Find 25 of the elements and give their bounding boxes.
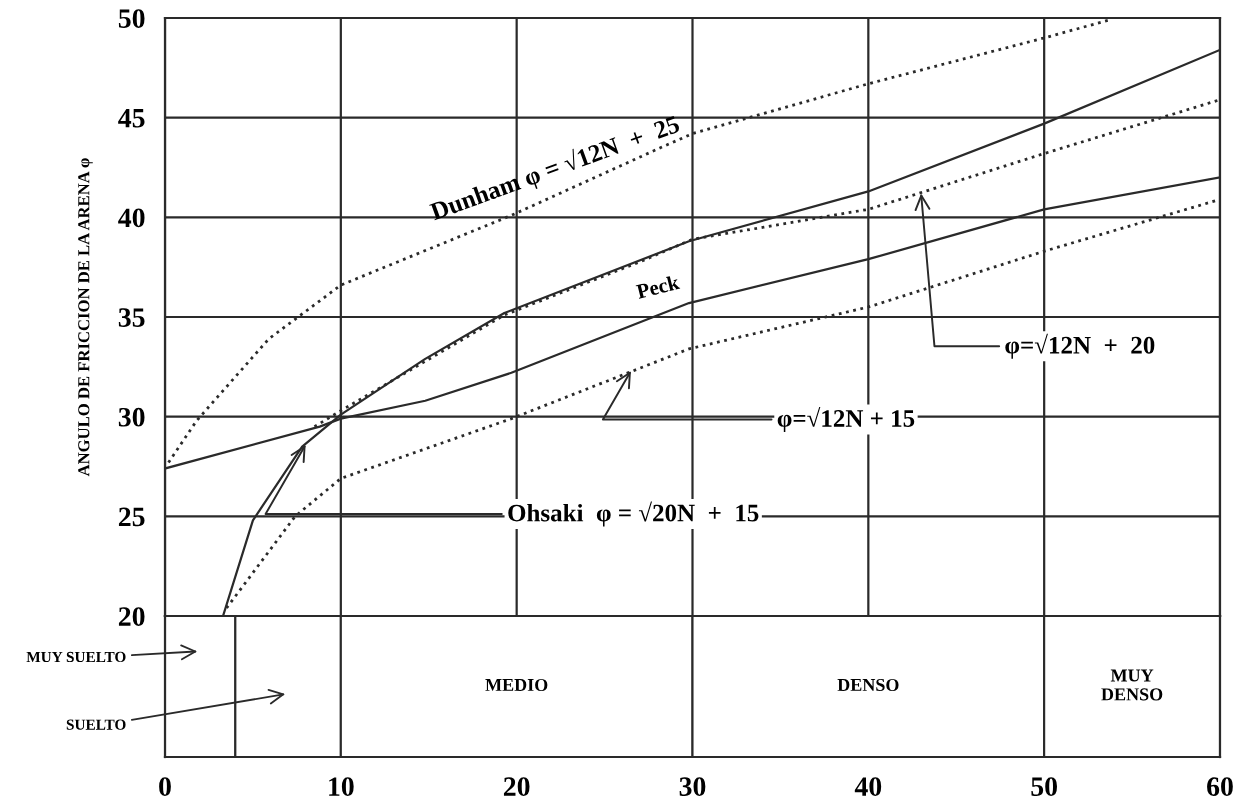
y-tick-label: 30: [118, 407, 145, 427]
text: SUELTO: [66, 719, 126, 730]
y-tick-label: 35: [118, 308, 145, 327]
x-tick-label: 40: [854, 777, 882, 796]
x-tick-label: 60: [1207, 777, 1233, 796]
y-tick-label: 20: [118, 607, 145, 626]
x-tick-label: 30: [679, 777, 706, 796]
x-tick-label: 10: [329, 777, 354, 796]
x-tick-label: 20: [503, 777, 530, 796]
annotation: φ=√12N + 20: [1005, 333, 1155, 359]
series-label: MEDIO: [485, 678, 548, 692]
annotation: φ=√12N + 15: [777, 406, 915, 432]
annotation: Peck: [635, 274, 681, 299]
series-label: DENSO: [837, 678, 899, 692]
legend-label: MUY SUELTO: [26, 651, 126, 663]
series-label: MUY DENSO: [1101, 669, 1163, 701]
x-tick-label: 50: [1031, 777, 1057, 796]
y-axis-title: ANGULO DE FRICCION DE LA ARENA φ: [78, 158, 93, 477]
annotation: Ohsaki φ = √20N + 15: [508, 501, 759, 527]
x-tick-label: 0: [159, 777, 171, 796]
y-tick-label: 40: [118, 208, 145, 228]
y-tick-label: 45: [118, 109, 145, 128]
y-tick-label: 50: [118, 9, 145, 28]
annotation: Dunham φ = √12N + 25: [428, 112, 683, 226]
y-tick-label: 25: [118, 507, 145, 527]
